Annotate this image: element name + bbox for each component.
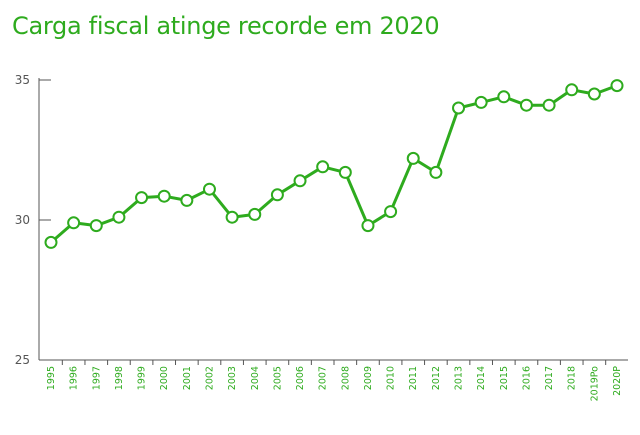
x-tick-label: 2019Po [589, 366, 600, 402]
x-tick-label: 2004 [250, 366, 261, 390]
chart-title: Carga fiscal atinge recorde em 2020 [12, 12, 440, 40]
x-tick-label: 1996 [69, 366, 80, 390]
data-point [270, 188, 284, 202]
x-tick-label: 2001 [182, 366, 193, 390]
data-point [112, 210, 126, 224]
x-tick-label: 2003 [227, 366, 238, 390]
series [49, 84, 619, 244]
x-tick-label: 2006 [295, 366, 306, 390]
data-point [610, 79, 624, 93]
data-point [89, 219, 103, 233]
data-point [497, 90, 511, 104]
data-point [180, 193, 194, 207]
data-point [519, 98, 533, 112]
series-line [49, 84, 619, 244]
data-point [225, 210, 239, 224]
y-tick-label: 35 [15, 73, 30, 87]
data-point [293, 174, 307, 188]
x-tick-label: 2008 [340, 366, 351, 390]
data-point [135, 191, 149, 205]
x-tick-label: 1998 [114, 366, 125, 390]
data-point [44, 235, 58, 249]
data-point [452, 101, 466, 115]
data-point [157, 189, 171, 203]
data-point [406, 151, 420, 165]
data-point [248, 207, 262, 221]
data-point [384, 205, 398, 219]
x-tick-label: 2020P [612, 366, 623, 396]
x-tick-label: 1995 [46, 366, 57, 390]
data-point [587, 87, 601, 101]
x-tick-label: 2011 [408, 366, 419, 390]
data-point [67, 216, 81, 230]
data-point [338, 165, 352, 179]
x-tick-label: 2015 [499, 366, 510, 390]
data-point [316, 160, 330, 174]
x-tick-label: 2018 [567, 366, 578, 390]
data-point [202, 182, 216, 196]
x-tick-label: 1997 [91, 366, 102, 390]
data-point [565, 83, 579, 97]
x-tick-label: 2017 [544, 366, 555, 390]
x-tick-label: 2002 [204, 366, 215, 390]
x-tick-label: 2005 [272, 366, 283, 390]
x-tick-label: 2009 [363, 366, 374, 390]
data-point [542, 98, 556, 112]
points [44, 79, 624, 249]
x-axis: 1995 1996 1997 1998 1999 2000 2001 2002 2003 2004… [39, 359, 628, 402]
x-tick-label: 2012 [431, 366, 442, 390]
data-point [429, 165, 443, 179]
y-tick-label: 25 [15, 353, 30, 367]
y-tick-label: 30 [15, 213, 30, 227]
x-tick-label: 2013 [454, 366, 465, 390]
y-axis: 25 30 35 [15, 73, 51, 367]
x-tick-label: 2007 [318, 366, 329, 390]
data-point [361, 219, 375, 233]
x-tick-label: 2000 [159, 366, 170, 390]
data-point [474, 95, 488, 109]
x-tick-label: 2016 [521, 366, 532, 390]
x-tick-label: 2010 [386, 366, 397, 390]
x-tick-label: 2014 [476, 366, 487, 390]
x-tick-label: 1999 [137, 366, 148, 390]
